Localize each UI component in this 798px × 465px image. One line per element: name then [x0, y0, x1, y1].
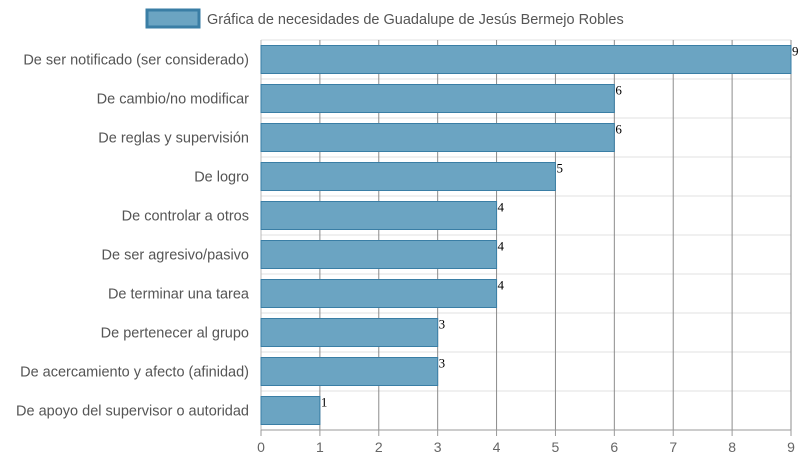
- x-tick-label: 9: [787, 439, 795, 455]
- category-label: De pertenecer al grupo: [101, 326, 249, 342]
- category-label: De terminar una tarea: [108, 287, 250, 303]
- bar[interactable]: [260, 84, 615, 113]
- data-label: 3: [439, 356, 446, 371]
- data-label: 3: [439, 317, 446, 332]
- category-label: De controlar a otros: [122, 209, 249, 225]
- bars: [260, 45, 792, 425]
- x-tick-label: 8: [728, 439, 736, 455]
- bar[interactable]: [260, 240, 498, 269]
- x-tick-label: 5: [552, 439, 560, 455]
- data-label: 6: [615, 83, 622, 98]
- x-tick-label: 1: [316, 439, 324, 455]
- x-tick-label: 3: [434, 439, 442, 455]
- category-label: De logro: [194, 170, 249, 186]
- legend-swatch: [145, 8, 201, 29]
- data-label: 4: [498, 278, 505, 293]
- category-labels: De ser notificado (ser considerado) De ca…: [16, 53, 250, 420]
- bar[interactable]: [260, 123, 615, 152]
- legend-label: Gráfica de necesidades de Guadalupe de J…: [207, 12, 624, 28]
- bar[interactable]: [260, 45, 792, 74]
- x-tick-label: 4: [493, 439, 501, 455]
- x-tick-label: 6: [610, 439, 618, 455]
- data-label: 4: [498, 200, 505, 215]
- category-label: De ser notificado (ser considerado): [23, 53, 249, 69]
- bar[interactable]: [260, 318, 439, 347]
- category-label: De acercamiento y afecto (afinidad): [20, 365, 249, 381]
- legend[interactable]: Gráfica de necesidades de Guadalupe de J…: [145, 8, 624, 29]
- x-tick-label: 2: [375, 439, 383, 455]
- category-label: De cambio/no modificar: [97, 92, 249, 108]
- data-label: 9: [792, 44, 798, 59]
- bar[interactable]: [260, 162, 556, 191]
- x-tick-label: 7: [669, 439, 677, 455]
- bar[interactable]: [260, 396, 321, 425]
- category-label: De ser agresivo/pasivo: [102, 248, 250, 264]
- bar[interactable]: [260, 357, 439, 386]
- bar[interactable]: [260, 279, 498, 308]
- category-label: De reglas y supervisión: [98, 131, 249, 147]
- x-tick-label: 0: [257, 439, 265, 455]
- data-label: 4: [498, 239, 505, 254]
- x-axis: 0 1 2 3 4 5 6 7 8 9: [257, 429, 795, 455]
- bar[interactable]: [260, 201, 498, 230]
- data-label: 6: [615, 122, 622, 137]
- data-label: 5: [556, 161, 563, 176]
- data-label: 1: [321, 395, 328, 410]
- data-labels: 9 6 6 5 4 4 4 3 3 1: [321, 44, 798, 410]
- category-label: De apoyo del supervisor o autoridad: [16, 404, 249, 420]
